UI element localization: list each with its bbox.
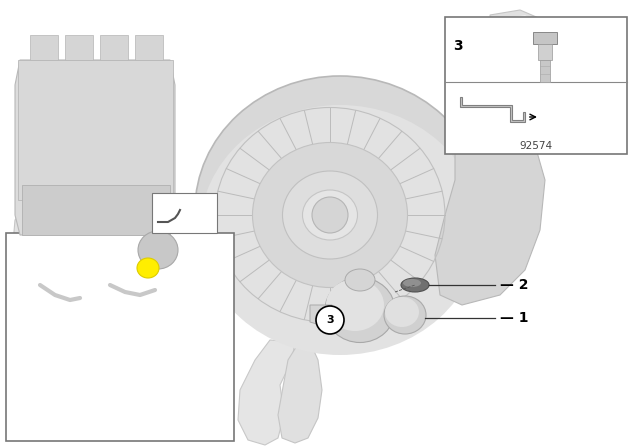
- Circle shape: [312, 197, 348, 233]
- Polygon shape: [460, 97, 525, 122]
- Ellipse shape: [325, 277, 395, 343]
- Ellipse shape: [253, 142, 408, 288]
- Polygon shape: [12, 195, 85, 308]
- Bar: [540, 60, 550, 82]
- Bar: [152, 193, 217, 233]
- Text: 3: 3: [453, 39, 463, 53]
- Bar: [533, 32, 557, 44]
- Text: 92574: 92574: [520, 141, 552, 151]
- Ellipse shape: [200, 105, 480, 355]
- Ellipse shape: [401, 278, 429, 292]
- Bar: [30, 35, 58, 60]
- Bar: [538, 44, 552, 60]
- Bar: [22, 185, 170, 235]
- Ellipse shape: [345, 269, 375, 291]
- Polygon shape: [310, 305, 332, 328]
- Polygon shape: [15, 60, 175, 235]
- Ellipse shape: [138, 231, 178, 269]
- Ellipse shape: [137, 258, 159, 278]
- Ellipse shape: [326, 279, 384, 331]
- Polygon shape: [490, 10, 570, 120]
- Bar: [65, 35, 93, 60]
- Ellipse shape: [195, 76, 485, 344]
- Ellipse shape: [384, 296, 426, 334]
- Text: — 1: — 1: [500, 311, 529, 325]
- Bar: [135, 35, 163, 60]
- Ellipse shape: [282, 171, 378, 259]
- Polygon shape: [278, 342, 322, 443]
- Polygon shape: [20, 198, 76, 302]
- Text: 3: 3: [326, 315, 334, 325]
- Bar: [6, 233, 234, 441]
- Ellipse shape: [303, 190, 358, 240]
- Bar: [445, 17, 627, 154]
- Polygon shape: [238, 340, 295, 445]
- Ellipse shape: [403, 279, 421, 287]
- Ellipse shape: [385, 297, 419, 327]
- Polygon shape: [500, 15, 558, 112]
- Circle shape: [316, 306, 344, 334]
- Bar: [18, 60, 173, 200]
- Bar: [100, 35, 128, 60]
- Polygon shape: [435, 120, 545, 305]
- Text: — 2: — 2: [500, 278, 529, 292]
